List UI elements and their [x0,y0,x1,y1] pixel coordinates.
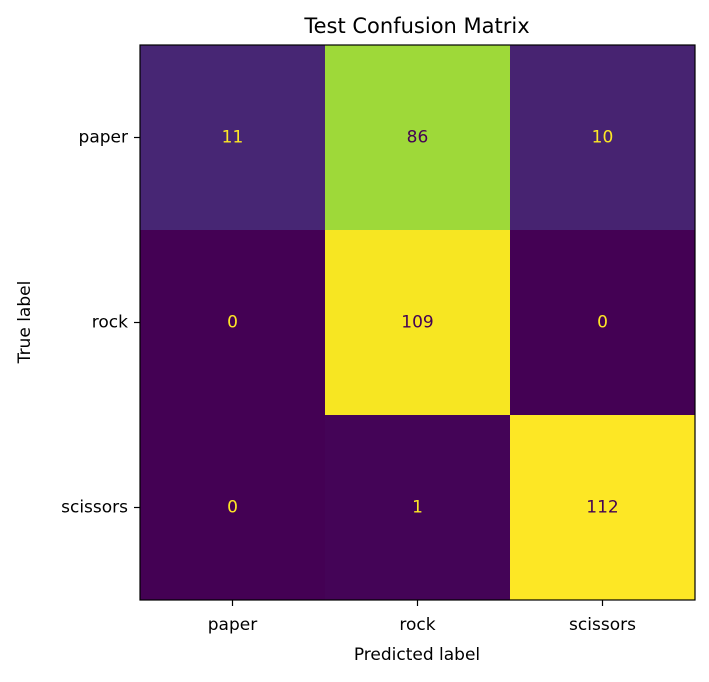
heatmap-cell-value: 0 [227,313,238,333]
chart-title: Test Confusion Matrix [303,14,529,38]
heatmap-cell [140,415,326,601]
heatmap-cell [325,415,511,601]
heatmap-cell-value: 0 [227,498,238,518]
heatmap-cell-value: 86 [407,128,429,148]
heatmap-cell-value: 11 [222,128,244,148]
y-axis-label: True label [15,281,35,365]
heatmap-cell [510,230,696,416]
heatmap-cell-value: 112 [586,498,618,518]
heatmap-cell-value: 10 [592,128,614,148]
heatmap-cell [325,45,511,231]
x-axis-ticks: paper rock scissors [208,600,636,635]
heatmap-cell-value: 1 [412,498,423,518]
heatmap-cell [510,45,696,231]
heatmap-cell-labels: 11 86 10 0 109 0 0 1 112 [222,128,619,518]
heatmap-cells [140,45,696,601]
x-tick-label: scissors [569,615,636,635]
y-tick-label: rock [92,313,128,333]
y-tick-label: scissors [61,498,128,518]
heatmap-cell-value: 109 [401,313,433,333]
heatmap-cell [510,415,696,601]
heatmap-cell [325,230,511,416]
heatmap-cell [140,230,326,416]
y-axis-ticks: paper rock scissors [61,128,140,518]
x-tick-label: paper [208,615,257,635]
y-tick-label: paper [79,128,128,148]
heatmap-cell-value: 0 [597,313,608,333]
heatmap-cell [140,45,326,231]
x-tick-label: rock [399,615,435,635]
x-axis-label: Predicted label [354,645,480,665]
